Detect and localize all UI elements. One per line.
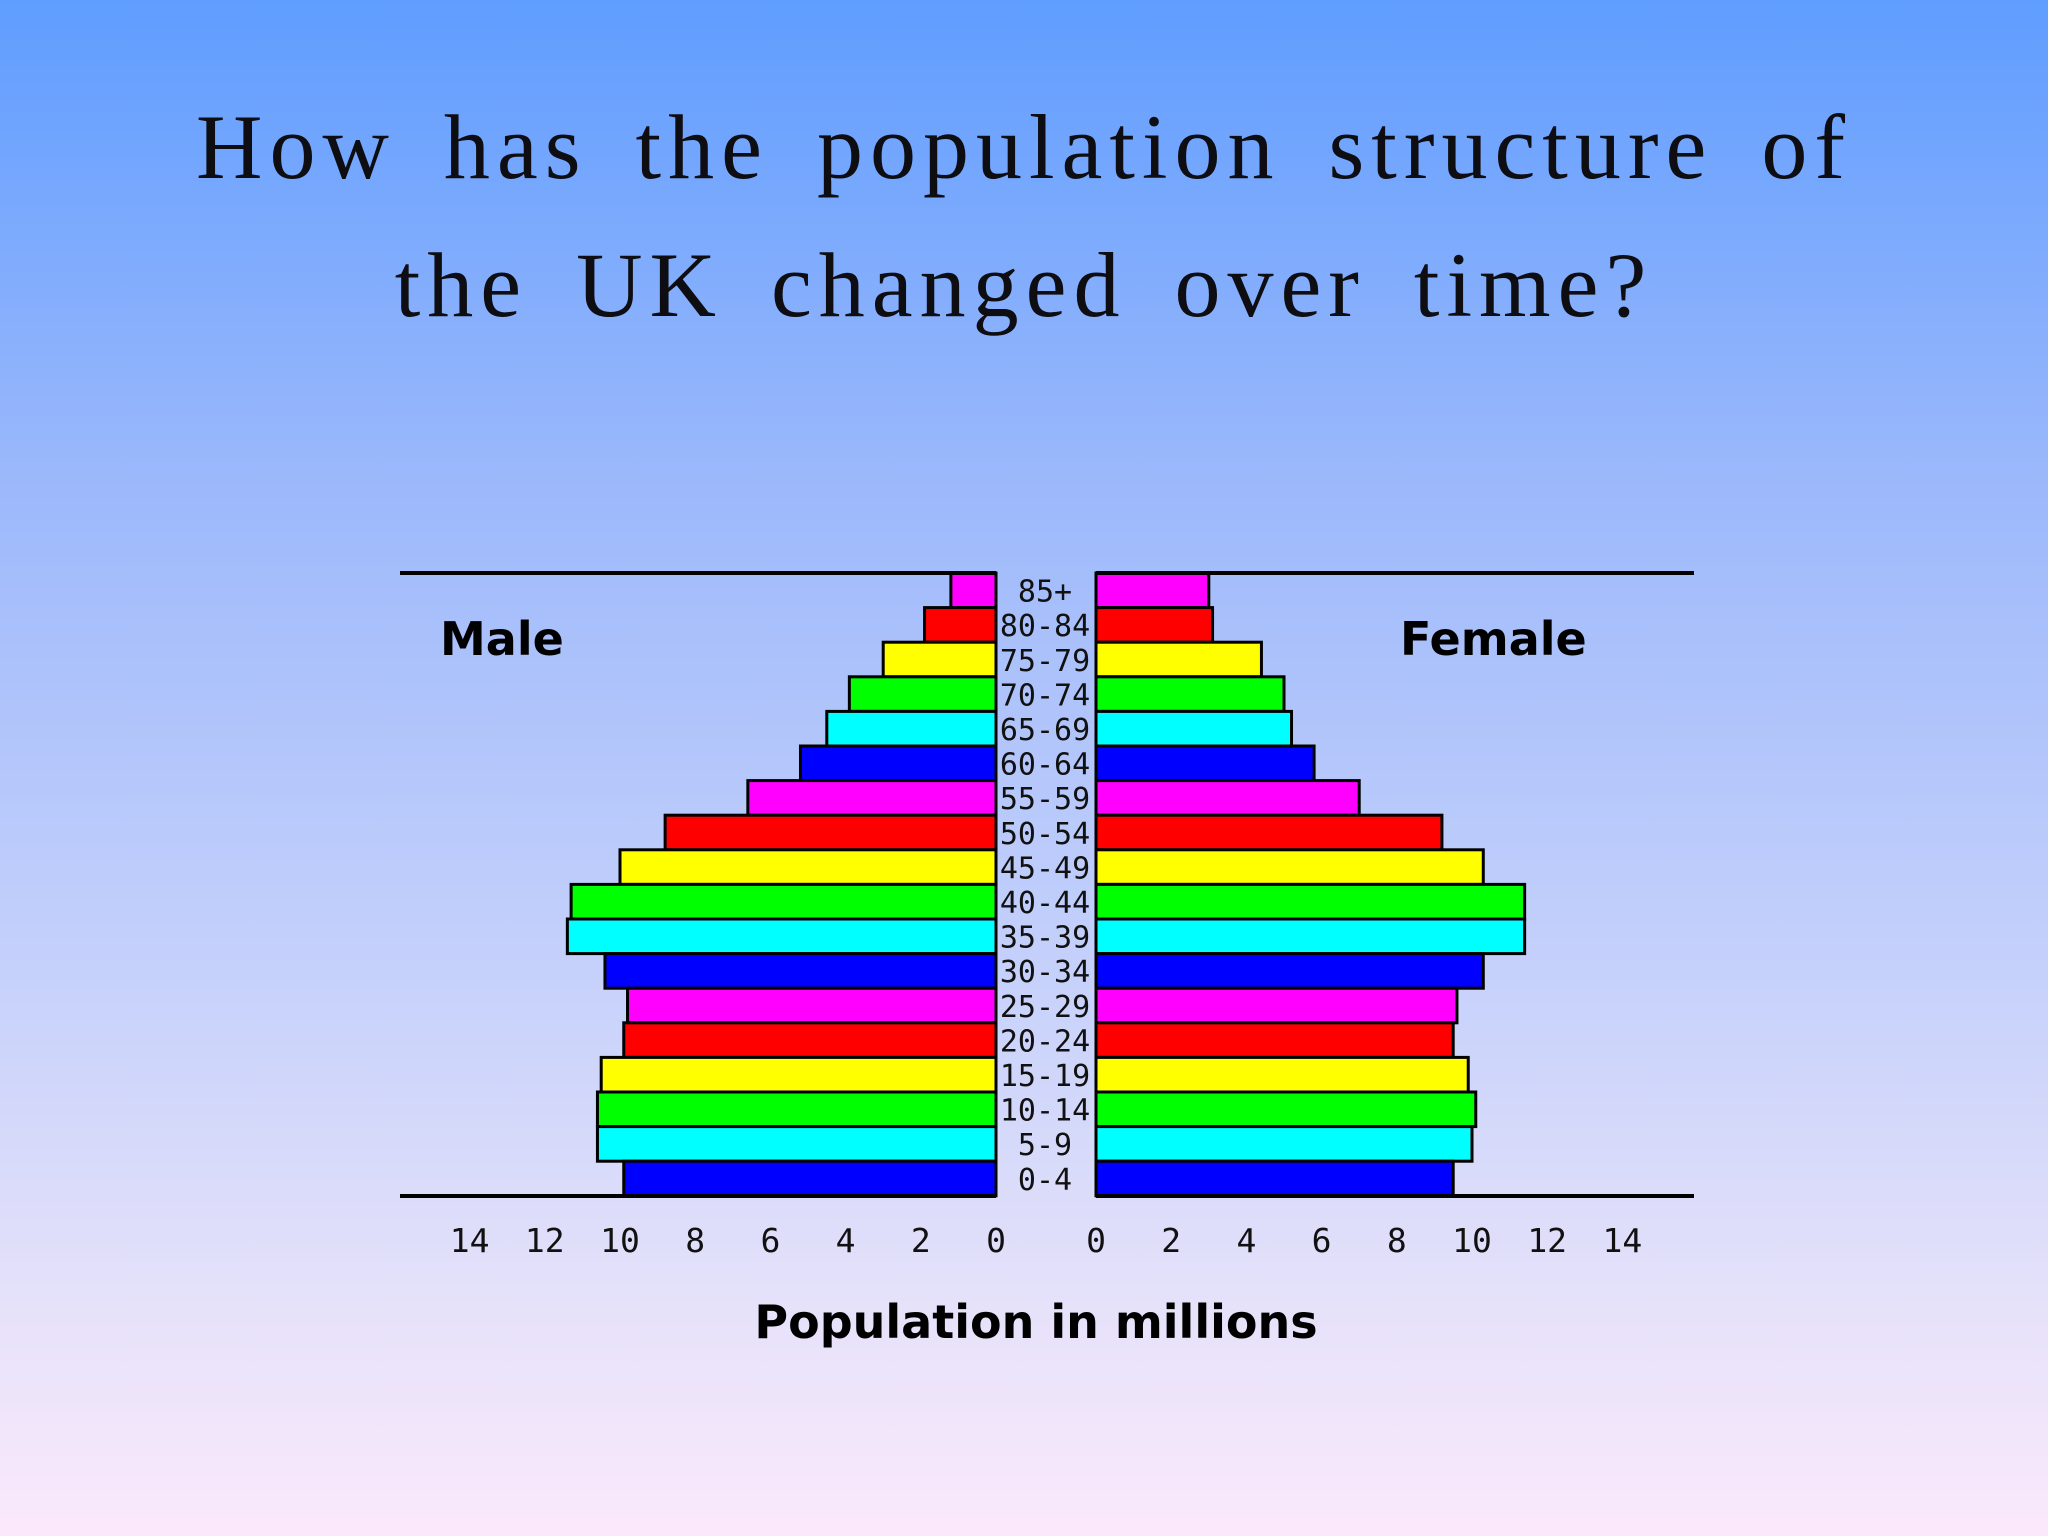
age-label-50-54: 50-54 xyxy=(1000,817,1090,852)
tick-label-female-6: 6 xyxy=(1312,1221,1332,1260)
age-label-80-84: 80-84 xyxy=(1000,609,1090,644)
tick-label-male-12: 12 xyxy=(525,1221,565,1260)
bar-male-15-19 xyxy=(599,1055,998,1094)
age-label-60-64: 60-64 xyxy=(1000,748,1090,783)
tick-label-female-4: 4 xyxy=(1236,1221,1256,1260)
tick-label-male-8: 8 xyxy=(685,1221,705,1260)
bar-male-0-4 xyxy=(622,1159,998,1198)
bar-female-55-59 xyxy=(1094,779,1361,817)
bar-female-75-79 xyxy=(1094,640,1263,679)
bar-female-10-14 xyxy=(1094,1090,1478,1129)
bar-female-30-34 xyxy=(1094,952,1485,990)
bar-male-65-69 xyxy=(825,709,998,748)
bar-female-25-29 xyxy=(1094,986,1459,1025)
bar-female-5-9 xyxy=(1094,1125,1474,1163)
title-line-2: the UK changed over time? xyxy=(394,234,1654,336)
tick-label-female-2: 2 xyxy=(1161,1221,1181,1260)
age-label-85+: 85+ xyxy=(1018,575,1072,610)
age-label-20-24: 20-24 xyxy=(1000,1024,1090,1059)
bar-male-5-9 xyxy=(595,1125,998,1163)
bar-male-20-24 xyxy=(622,1021,998,1059)
tick-label-female-14: 14 xyxy=(1603,1221,1643,1260)
age-label-40-44: 40-44 xyxy=(1000,886,1090,921)
bar-female-35-39 xyxy=(1094,917,1527,956)
male-label: Male xyxy=(440,612,564,666)
bar-female-50-54 xyxy=(1094,813,1444,852)
slide-title: How has the population structure of the U… xyxy=(80,78,1968,354)
tick-label-male-4: 4 xyxy=(836,1221,856,1260)
bar-female-80-84 xyxy=(1094,606,1215,644)
bar-female-85+ xyxy=(1094,571,1211,610)
bar-male-85+ xyxy=(949,571,998,610)
age-label-70-74: 70-74 xyxy=(1000,678,1090,713)
tick-label-female-0: 0 xyxy=(1086,1221,1106,1260)
tick-label-male-0: 0 xyxy=(986,1221,1006,1260)
age-label-25-29: 25-29 xyxy=(1000,990,1090,1025)
title-line-1: How has the population structure of xyxy=(196,96,1852,198)
bars-layer xyxy=(565,571,1527,1198)
female-label: Female xyxy=(1400,612,1587,666)
tick-label-female-8: 8 xyxy=(1387,1221,1407,1260)
bar-female-65-69 xyxy=(1094,709,1294,748)
tick-label-male-2: 2 xyxy=(911,1221,931,1260)
tick-label-female-10: 10 xyxy=(1452,1221,1492,1260)
age-label-5-9: 5-9 xyxy=(1018,1128,1072,1163)
bar-female-40-44 xyxy=(1094,882,1527,921)
bar-male-75-79 xyxy=(881,640,998,679)
age-label-75-79: 75-79 xyxy=(1000,644,1090,679)
age-label-65-69: 65-69 xyxy=(1000,713,1090,748)
age-label-10-14: 10-14 xyxy=(1000,1094,1090,1129)
bar-male-40-44 xyxy=(569,882,998,921)
age-label-15-19: 15-19 xyxy=(1000,1059,1090,1094)
tick-label-male-10: 10 xyxy=(600,1221,640,1260)
age-label-55-59: 55-59 xyxy=(1000,782,1090,817)
tick-label-female-12: 12 xyxy=(1527,1221,1567,1260)
bar-female-70-74 xyxy=(1094,675,1286,713)
age-label-0-4: 0-4 xyxy=(1018,1163,1072,1198)
bar-female-0-4 xyxy=(1094,1159,1455,1198)
bar-male-50-54 xyxy=(663,813,998,852)
bar-male-80-84 xyxy=(923,606,998,644)
tick-label-male-14: 14 xyxy=(450,1221,490,1260)
bar-female-15-19 xyxy=(1094,1055,1470,1094)
age-label-45-49: 45-49 xyxy=(1000,851,1090,886)
bar-female-45-49 xyxy=(1094,848,1485,886)
tick-label-male-6: 6 xyxy=(760,1221,780,1260)
bar-male-10-14 xyxy=(595,1090,998,1129)
bar-female-60-64 xyxy=(1094,744,1316,783)
bar-male-30-34 xyxy=(603,952,998,990)
bar-male-70-74 xyxy=(847,675,998,713)
age-label-35-39: 35-39 xyxy=(1000,921,1090,956)
bar-male-55-59 xyxy=(746,779,998,817)
axes-layer: 0 0 2 2 4 4 6 6 8 8 10 10 12 12 14 14 xyxy=(400,571,1694,1260)
bar-female-20-24 xyxy=(1094,1021,1455,1059)
age-label-30-34: 30-34 xyxy=(1000,955,1090,990)
bar-male-35-39 xyxy=(565,917,998,956)
labels-layer: 85+80-8475-7970-7465-6960-6455-5950-5445… xyxy=(1000,575,1090,1198)
bar-male-60-64 xyxy=(798,744,998,783)
bar-male-45-49 xyxy=(618,848,998,886)
x-axis-title: Population in millions xyxy=(754,1295,1317,1349)
bar-male-25-29 xyxy=(626,986,998,1025)
